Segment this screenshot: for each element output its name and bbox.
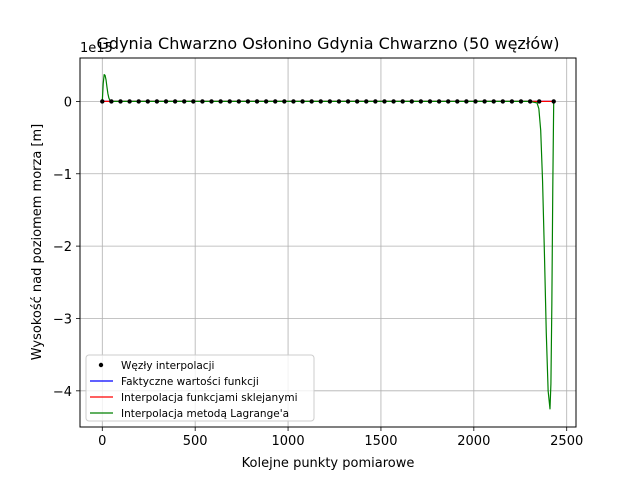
- interpolation-node-point: [482, 99, 487, 104]
- x-tick-label: 1500: [364, 434, 397, 449]
- interpolation-node-point: [209, 99, 214, 104]
- interpolation-node-point: [163, 99, 169, 104]
- series-layer: [100, 74, 556, 410]
- interpolation-node-point: [109, 99, 114, 104]
- legend-label: Interpolacja funkcjami sklejanymi: [121, 392, 298, 404]
- legend-label: Węzły interpolacji: [121, 360, 214, 372]
- interpolation-node-point: [191, 99, 196, 104]
- interpolation-node-point: [236, 99, 242, 104]
- interpolation-node-point: [455, 99, 460, 104]
- legend-label: Interpolacja metodą Lagrange'a: [121, 408, 289, 420]
- y-tick-label: −4: [53, 385, 72, 400]
- interpolation-node-point: [100, 99, 105, 104]
- interpolation-node-point: [537, 99, 542, 104]
- interpolation-node-point: [418, 99, 424, 104]
- interpolation-node-point: [154, 99, 160, 104]
- interpolation-node-point: [136, 99, 141, 104]
- interpolation-node-point: [118, 99, 123, 104]
- legend-items: Węzły interpolacji Faktyczne wartości fun…: [90, 360, 298, 420]
- y-tick-label: −3: [53, 312, 72, 327]
- interpolation-node-point: [551, 99, 556, 104]
- x-tick-label: 1000: [272, 434, 305, 449]
- interpolation-node-point: [254, 99, 260, 104]
- interpolation-node-point: [291, 99, 296, 104]
- interpolation-node-point: [500, 99, 506, 104]
- interpolation-node-point: [263, 99, 269, 104]
- interpolation-node-point: [464, 99, 469, 104]
- interpolation-node-point: [245, 99, 251, 104]
- legend: Węzły interpolacji Faktyczne wartości fun…: [85, 354, 315, 422]
- interpolation-node-point: [409, 99, 414, 104]
- interpolation-node-point: [172, 99, 178, 104]
- legend-label: Faktyczne wartości funkcji: [121, 376, 259, 388]
- plot-area: 0 500 1000 1500 2000 2500 0 −1 −2 −3 −4: [53, 57, 583, 449]
- y-tick-label: −2: [53, 240, 72, 255]
- x-axis-label: Kolejne punkty pomiarowe: [242, 456, 415, 471]
- interpolation-node-point: [427, 99, 433, 104]
- interpolation-node-point: [382, 99, 387, 104]
- y-axis-label: Wysokość nad poziomem morza [m]: [30, 124, 45, 360]
- interpolation-node-point: [273, 99, 278, 104]
- interpolation-node-point: [491, 99, 496, 104]
- interpolation-node-point: [354, 99, 360, 104]
- interpolation-node-point: [345, 99, 351, 104]
- plot-frame: [79, 57, 577, 428]
- interpolation-node-point: [391, 99, 396, 104]
- x-tick-label: 2000: [457, 434, 490, 449]
- interpolation-node-point: [436, 99, 442, 104]
- interpolation-node-point: [309, 99, 314, 104]
- grid-lines: [80, 58, 576, 427]
- interpolation-node-point: [373, 99, 378, 104]
- interpolation-node-point: [473, 99, 478, 104]
- x-axis-ticks: 0 500 1000 1500 2000 2500: [98, 427, 583, 449]
- interpolation-node-point: [364, 99, 369, 104]
- interpolation-node-point: [200, 99, 205, 104]
- interpolation-node-point: [445, 99, 451, 104]
- chart-title: Gdynia Chwarzno Osłonino Gdynia Chwarzno…: [97, 34, 560, 53]
- x-tick-label: 500: [183, 434, 208, 449]
- interpolation-node-point: [300, 99, 305, 104]
- y-tick-label: −1: [53, 168, 72, 183]
- interpolation-node-point: [218, 99, 223, 104]
- interpolation-node-point: [327, 99, 333, 104]
- interpolation-node-point: [318, 99, 323, 104]
- interpolation-node-point: [145, 99, 151, 104]
- y-tick-label: 0: [64, 95, 72, 110]
- interpolation-node-point: [518, 99, 524, 104]
- y-axis-ticks: 0 −1 −2 −3 −4: [53, 95, 80, 400]
- x-tick-label: 0: [98, 434, 106, 449]
- interpolation-node-point: [182, 99, 187, 104]
- interpolation-node-point: [227, 99, 232, 104]
- x-tick-label: 2500: [550, 434, 583, 449]
- interpolation-node-point: [527, 99, 533, 104]
- interpolation-node-point: [336, 99, 342, 104]
- legend-marker-dot: [98, 362, 104, 368]
- interpolation-node-point: [400, 99, 405, 104]
- interpolation-node-point: [127, 99, 132, 104]
- legend-box: [85, 354, 315, 422]
- y-offset-text: 1e15: [80, 41, 113, 56]
- interpolation-node-point: [509, 99, 515, 104]
- interpolation-node-point: [282, 99, 287, 104]
